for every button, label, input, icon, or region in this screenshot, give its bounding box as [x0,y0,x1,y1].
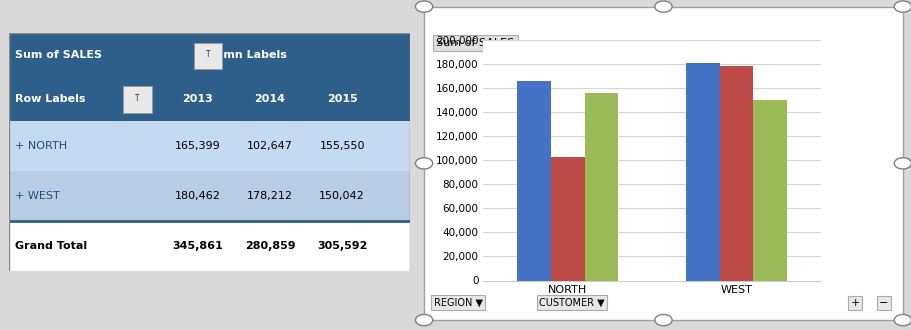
Text: 102,647: 102,647 [247,141,292,151]
Text: 178,212: 178,212 [247,191,292,201]
Text: 2014: 2014 [254,94,285,104]
Text: −: − [878,298,887,308]
Text: Row Labels: Row Labels [15,94,86,104]
Text: 165,399: 165,399 [175,141,220,151]
Bar [584,93,618,280]
Bar [9,171,410,221]
Text: Sum of SALES: Sum of SALES [15,50,102,60]
Text: Sum of SALES: Sum of SALES [435,38,514,48]
Text: + WEST: + WEST [15,191,60,201]
Text: 180,462: 180,462 [175,191,220,201]
Circle shape [894,314,910,326]
Bar [752,100,786,280]
Circle shape [894,158,910,169]
Text: T: T [205,50,210,59]
Circle shape [415,314,432,326]
Circle shape [894,1,910,12]
Text: 305,592: 305,592 [317,241,367,251]
Text: CUSTOMER ▼: CUSTOMER ▼ [538,298,604,308]
Text: Grand Total: Grand Total [15,241,87,251]
Circle shape [654,314,671,326]
Circle shape [654,1,671,12]
Bar [550,157,584,280]
Text: T: T [135,94,139,103]
Text: +: + [849,298,859,308]
Bar [517,81,550,280]
Text: Column Labels: Column Labels [196,50,287,60]
Circle shape [415,158,432,169]
Bar [9,221,410,272]
Bar [685,63,719,280]
Text: 150,042: 150,042 [319,191,364,201]
Bar [719,66,752,280]
Circle shape [415,1,432,12]
Bar [9,77,410,121]
Text: 2015: 2015 [326,94,357,104]
FancyBboxPatch shape [193,43,221,69]
Text: REGION ▼: REGION ▼ [434,298,482,308]
Text: 155,550: 155,550 [319,141,364,151]
Text: 345,861: 345,861 [172,241,223,251]
Text: 280,859: 280,859 [244,241,295,251]
FancyBboxPatch shape [123,86,151,113]
Text: + NORTH: + NORTH [15,141,67,151]
Bar [9,121,410,171]
Bar [9,33,410,77]
Text: 2013: 2013 [182,94,213,104]
